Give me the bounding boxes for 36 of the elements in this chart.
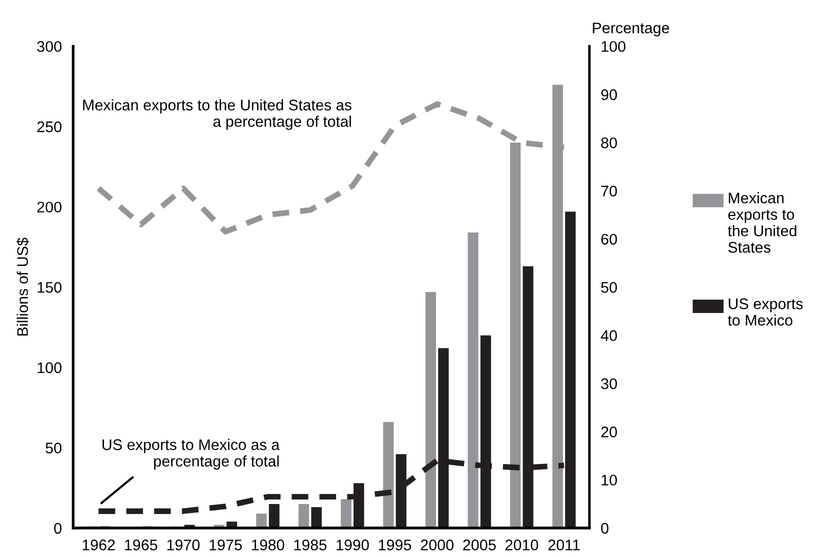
y-tick-label: 250 bbox=[37, 121, 62, 132]
x-tick-label: 2000 bbox=[420, 540, 454, 550]
y2-tick-label: 100 bbox=[602, 41, 626, 52]
x-tick-label: 1995 bbox=[378, 540, 412, 550]
legend-label: Mexican exports to the United States bbox=[728, 192, 796, 253]
x-tick-label: 1980 bbox=[252, 540, 284, 550]
x-tick-label: 1975 bbox=[210, 540, 242, 550]
y-tick-label: 50 bbox=[46, 442, 62, 454]
y2-tick-label: 50 bbox=[601, 282, 617, 293]
x-tick-label: 1985 bbox=[294, 540, 326, 550]
y2-tick-label: 40 bbox=[600, 330, 617, 341]
annotation: Mexican exports to the United States as a percentage of total bbox=[83, 99, 352, 130]
y2-tick-label: 0 bbox=[601, 522, 608, 534]
x-tick-label: 1962 bbox=[82, 540, 115, 550]
y2-tick-label: 30 bbox=[601, 378, 617, 390]
y2-axis-title: Percentage bbox=[592, 22, 670, 36]
x-tick-label: 1965 bbox=[125, 540, 158, 550]
y2-tick-label: 60 bbox=[601, 234, 617, 245]
y2-tick-label: 10 bbox=[602, 474, 617, 486]
annotation: US exports to Mexico as a percentage of total bbox=[102, 438, 280, 470]
x-tick-label: 2005 bbox=[463, 540, 496, 550]
y-tick-label: 300 bbox=[37, 41, 62, 52]
y-tick-label: 0 bbox=[54, 522, 62, 534]
x-tick-label: 2010 bbox=[505, 540, 538, 550]
y-axis-title: Billions of US$ bbox=[16, 238, 29, 336]
y2-tick-label: 20 bbox=[601, 426, 617, 438]
y-tick-label: 150 bbox=[38, 282, 62, 293]
y-tick-label: 200 bbox=[37, 202, 62, 213]
y2-tick-label: 80 bbox=[601, 137, 617, 148]
x-tick-label: 1970 bbox=[167, 540, 200, 550]
x-tick-label: 1990 bbox=[336, 540, 369, 550]
y2-tick-label: 90 bbox=[601, 89, 617, 100]
y2-tick-label: 70 bbox=[601, 186, 617, 196]
legend-label: US exports to Mexico bbox=[728, 298, 803, 326]
y-tick-label: 100 bbox=[38, 362, 62, 374]
x-tick-label: 2011 bbox=[548, 540, 580, 550]
